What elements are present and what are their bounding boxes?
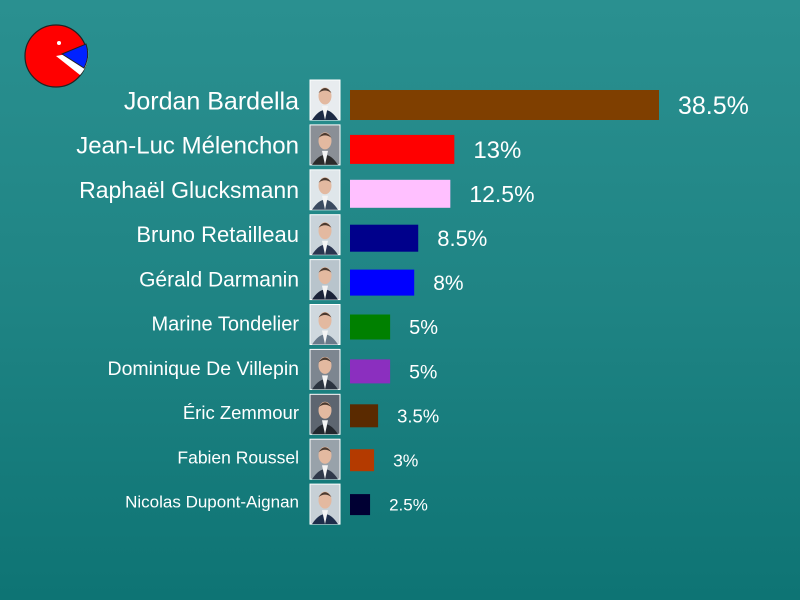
bar xyxy=(350,314,391,340)
value-label: 5% xyxy=(409,317,438,339)
category-label: Dominique De Villepin xyxy=(108,358,300,380)
value-label: 3.5% xyxy=(397,405,439,426)
bar xyxy=(350,224,419,252)
candidate-portrait-icon xyxy=(309,214,341,256)
candidate-portrait-icon xyxy=(309,393,341,435)
category-label: Marine Tondelier xyxy=(152,314,300,336)
value-label: 13% xyxy=(473,137,521,164)
bar xyxy=(350,90,659,120)
category-label: Jean-Luc Mélenchon xyxy=(76,133,299,160)
category-label: Fabien Roussel xyxy=(177,447,299,467)
candidate-portrait-icon xyxy=(309,348,341,390)
category-label: Éric Zemmour xyxy=(183,402,299,423)
bar xyxy=(350,134,455,164)
bar xyxy=(350,359,391,384)
value-label: 3% xyxy=(393,451,418,471)
value-label: 12.5% xyxy=(469,181,534,207)
value-label: 5% xyxy=(409,361,437,383)
value-label: 8% xyxy=(433,272,463,295)
candidate-portrait-icon xyxy=(309,483,341,525)
bar xyxy=(350,269,415,296)
value-label: 2.5% xyxy=(389,496,428,515)
value-label: 8.5% xyxy=(437,226,487,251)
candidate-portrait-icon xyxy=(309,259,341,301)
category-label: Gérald Darmanin xyxy=(139,268,299,291)
candidate-portrait-icon xyxy=(309,438,341,480)
category-label: Bruno Retailleau xyxy=(136,222,299,247)
candidate-portrait-icon xyxy=(309,124,341,166)
value-label: 38.5% xyxy=(678,92,749,120)
bar xyxy=(350,449,375,472)
bar xyxy=(350,179,451,208)
candidate-portrait-icon xyxy=(309,79,341,121)
bar xyxy=(350,404,379,428)
pie-chart-logo-icon xyxy=(24,24,89,88)
category-label: Raphaël Glucksmann xyxy=(79,177,299,203)
bar xyxy=(350,494,371,516)
category-label: Nicolas Dupont-Aignan xyxy=(125,493,299,512)
category-label: Jordan Bardella xyxy=(124,88,299,116)
candidate-portrait-icon xyxy=(309,304,341,345)
candidate-portrait-icon xyxy=(309,169,341,211)
